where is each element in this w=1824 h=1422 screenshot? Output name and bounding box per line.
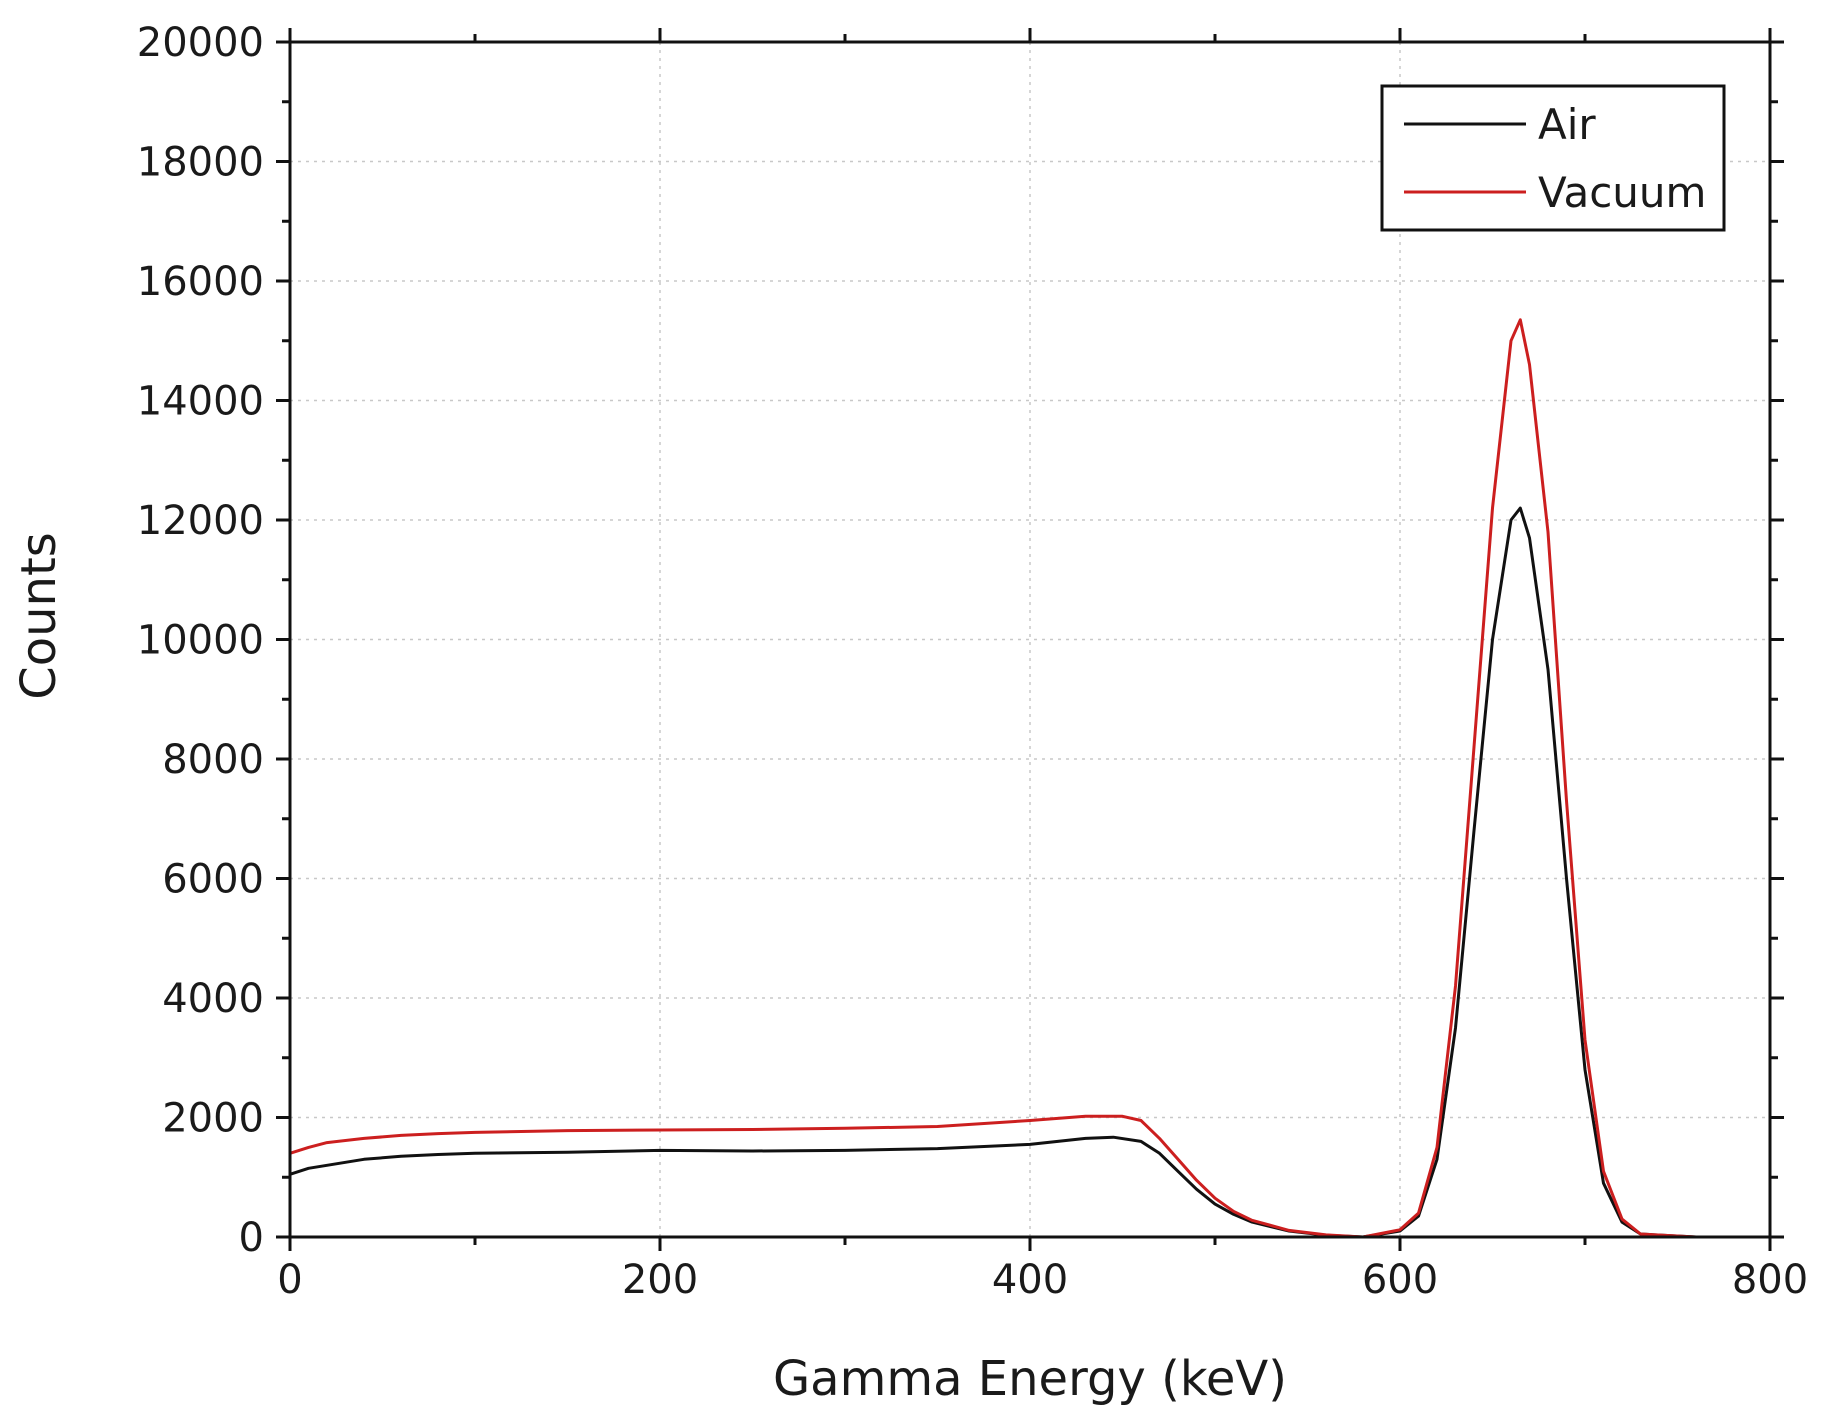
- legend-label-air: Air: [1538, 100, 1596, 149]
- x-tick-label: 600: [1362, 1257, 1438, 1303]
- y-tick-label: 20000: [137, 20, 264, 66]
- axes-layer: [276, 28, 1784, 1251]
- y-tick-label: 8000: [162, 737, 264, 783]
- x-tick-label: 0: [277, 1257, 302, 1303]
- x-tick-label: 200: [622, 1257, 698, 1303]
- y-tick-label: 4000: [162, 976, 264, 1022]
- y-tick-label: 14000: [137, 379, 264, 425]
- labels-layer: 0 200 400 600 800020004000600080001000012000…: [137, 20, 1808, 1303]
- y-tick-label: 12000: [137, 498, 264, 544]
- legend-box: [1380, 84, 1726, 232]
- series-layer: [289, 318, 1770, 1239]
- x-tick-label: 800: [1732, 1257, 1808, 1303]
- y-axis-title: Counts: [11, 532, 67, 700]
- legend: Air Vacuum: [1380, 84, 1726, 232]
- y-tick-label: 6000: [162, 857, 264, 903]
- x-tick-label: 400: [992, 1257, 1068, 1303]
- y-tick-label: 0: [239, 1215, 264, 1261]
- series-line-air: [289, 506, 1770, 1239]
- x-axis-title: Gamma Energy (keV): [773, 1351, 1287, 1407]
- y-tick-label: 10000: [137, 618, 264, 664]
- y-tick-label: 2000: [162, 1096, 264, 1142]
- y-tick-label: 16000: [137, 259, 264, 305]
- series-line-vacuum: [289, 318, 1770, 1239]
- y-tick-label: 18000: [137, 140, 264, 186]
- legend-label-vacuum: Vacuum: [1538, 168, 1706, 217]
